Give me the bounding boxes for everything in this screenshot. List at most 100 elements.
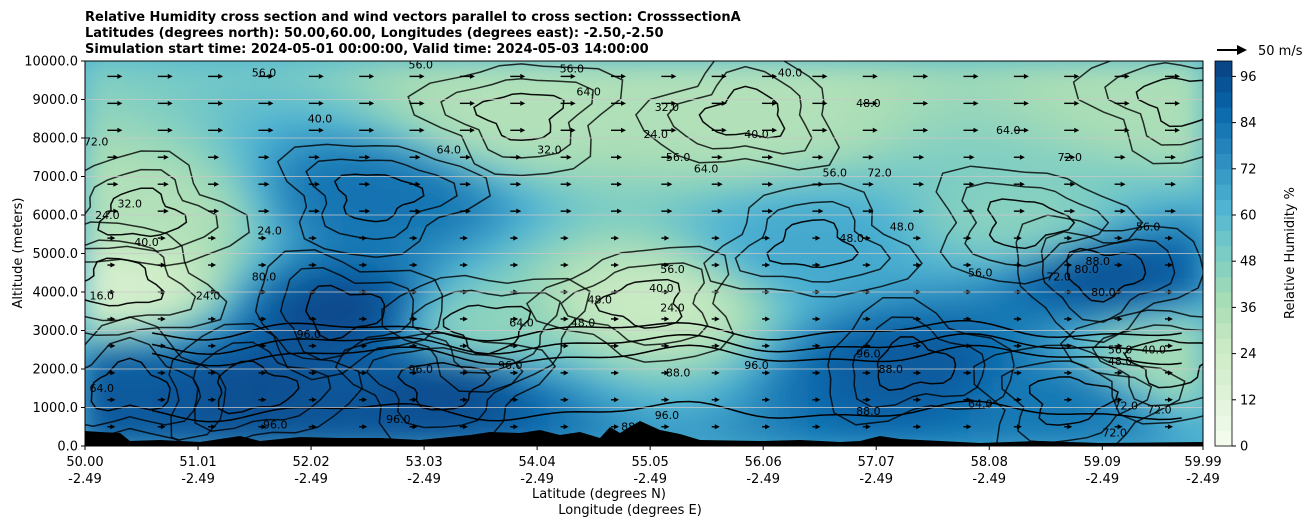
humidity-cell — [759, 165, 785, 185]
humidity-cell — [223, 235, 250, 255]
wind-vector-head — [513, 370, 519, 376]
humidity-cell — [479, 147, 506, 167]
wind-vector-head — [1167, 397, 1173, 403]
humidity-cell — [806, 392, 832, 412]
humidity-cell — [573, 217, 599, 237]
humidity-cell — [1155, 235, 1181, 255]
humidity-cell — [1178, 61, 1203, 80]
humidity-cell — [526, 95, 552, 115]
humidity-cell — [1178, 217, 1203, 237]
humidity-cell — [549, 165, 576, 185]
humidity-cell — [526, 357, 552, 377]
contour-line — [407, 63, 624, 177]
wind-vector-head — [362, 262, 368, 268]
humidity-cell — [223, 61, 250, 80]
humidity-cell — [316, 182, 343, 202]
contour-line — [276, 143, 491, 259]
humidity-cell — [1132, 165, 1158, 185]
wind-vector-head — [268, 100, 274, 106]
humidity-cell — [479, 61, 506, 80]
humidity-cell — [1155, 165, 1181, 185]
contour-line — [85, 316, 227, 441]
humidity-cell — [643, 217, 669, 237]
humidity-cell — [643, 252, 669, 272]
humidity-cell — [107, 61, 133, 80]
humidity-cell — [456, 165, 482, 185]
humidity-cell — [107, 375, 133, 395]
humidity-cell — [619, 270, 645, 290]
contour-label: 32.0 — [537, 143, 562, 156]
humidity-cell — [479, 182, 506, 202]
humidity-cell — [759, 217, 785, 237]
humidity-cell — [643, 182, 669, 202]
humidity-cell — [945, 375, 972, 395]
humidity-cell — [945, 165, 972, 185]
humidity-cell — [573, 200, 599, 220]
wind-vector-head — [765, 397, 771, 403]
contour-label: 40.0 — [1142, 344, 1167, 357]
colorbar-segment — [1215, 353, 1232, 370]
humidity-cell — [1085, 147, 1111, 167]
wind-vector-head — [211, 397, 217, 403]
humidity-cell — [1038, 182, 1065, 202]
humidity-cell — [875, 182, 902, 202]
humidity-cell — [1015, 305, 1041, 325]
humidity-cell — [410, 410, 436, 430]
humidity-cell — [596, 252, 622, 272]
wind-vector-head — [362, 370, 368, 376]
humidity-cell — [293, 165, 319, 185]
humidity-cell — [340, 287, 366, 307]
wind-vector-head — [664, 235, 670, 241]
wind-vector-head — [1016, 424, 1022, 430]
humidity-cell — [1132, 217, 1158, 237]
humidity-cell — [200, 410, 226, 430]
humidity-cell — [177, 95, 203, 115]
wind-vector-head — [311, 235, 317, 241]
humidity-cell — [1155, 427, 1181, 446]
humidity-cell — [736, 61, 762, 80]
wind-vector-head — [966, 370, 972, 376]
humidity-cell — [573, 165, 599, 185]
wind-vector-head — [160, 424, 166, 430]
contour-line — [85, 168, 219, 252]
humidity-cell — [1178, 95, 1203, 115]
humidity-cell — [969, 287, 995, 307]
humidity-cell — [712, 182, 739, 202]
humidity-cell — [107, 165, 133, 185]
humidity-cell — [899, 270, 925, 290]
contour-label: 72.0 — [1147, 403, 1172, 416]
wind-vector-head — [415, 181, 421, 187]
humidity-cell — [596, 165, 622, 185]
wind-vector-head — [1016, 262, 1022, 268]
humidity-cell — [386, 61, 413, 80]
humidity-cell — [479, 200, 506, 220]
humidity-cell — [806, 77, 832, 97]
humidity-cell — [177, 392, 203, 412]
humidity-cell — [130, 322, 156, 342]
x-tick-label-longitude: -2.49 — [972, 472, 1006, 487]
wind-vector-head — [966, 397, 972, 403]
humidity-cell — [270, 270, 296, 290]
humidity-cell — [479, 270, 506, 290]
humidity-cell — [666, 200, 692, 220]
humidity-cell — [1178, 252, 1203, 272]
humidity-cell — [386, 165, 413, 185]
wind-vector-head — [768, 181, 774, 187]
humidity-cell — [1038, 95, 1065, 115]
humidity-cell — [922, 217, 948, 237]
x-tick-label-longitude: -2.49 — [68, 472, 102, 487]
humidity-cell — [829, 322, 855, 342]
wind-vector-head — [815, 397, 821, 403]
humidity-cell — [130, 95, 156, 115]
wind-vector-head — [664, 397, 670, 403]
humidity-cell — [829, 217, 855, 237]
contour-label: 40.0 — [134, 236, 159, 249]
wind-vector-head — [261, 235, 267, 241]
wind-vector-head — [765, 424, 771, 430]
humidity-cell — [433, 147, 459, 167]
humidity-cell — [107, 235, 133, 255]
wind-vector-head — [110, 397, 116, 403]
humidity-cell — [503, 322, 529, 342]
humidity-cell — [1015, 130, 1041, 150]
wind-vector-head — [721, 73, 727, 79]
